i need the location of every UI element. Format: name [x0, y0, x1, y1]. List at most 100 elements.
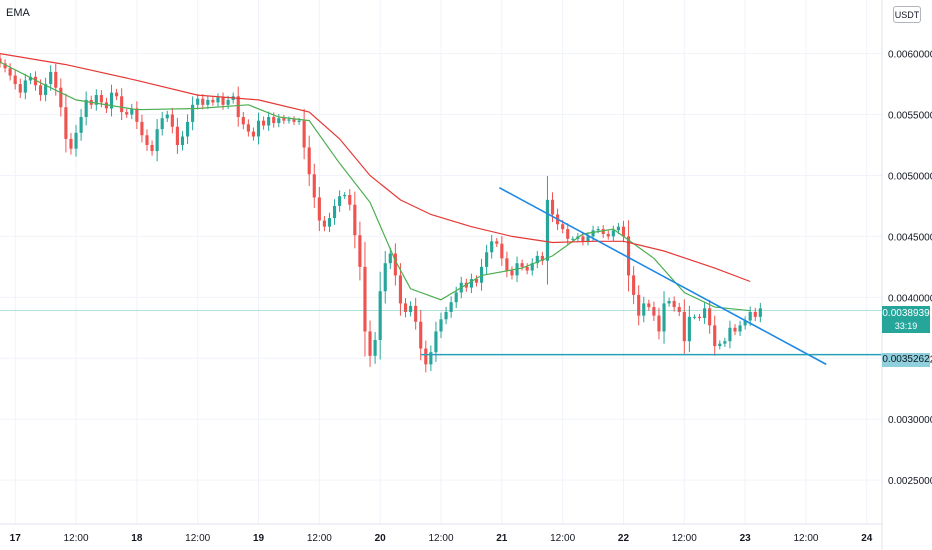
- candle-body: [196, 98, 200, 105]
- candle-body: [282, 118, 286, 121]
- y-tick-label: 0.0030000: [888, 415, 932, 426]
- y-tick-label: 0.0025000: [888, 476, 932, 487]
- candle-body: [145, 135, 149, 146]
- candle-body: [743, 320, 747, 326]
- support-level-tag: 0.0035262: [882, 353, 930, 367]
- candle-body: [530, 263, 534, 271]
- candle-body: [23, 80, 27, 93]
- candle-body: [713, 325, 717, 347]
- candle-body: [571, 238, 575, 240]
- candle-body: [449, 302, 453, 312]
- candle-body: [246, 124, 250, 132]
- x-tick-label: 20: [375, 533, 387, 544]
- candle-body: [596, 229, 600, 231]
- candle-body: [510, 270, 514, 276]
- indicator-legend-label[interactable]: EMA: [6, 7, 30, 19]
- candle-body: [44, 84, 48, 96]
- x-tick-label: 12:00: [64, 533, 89, 544]
- x-tick-label: 12:00: [550, 533, 575, 544]
- x-tick-label: 12:00: [672, 533, 697, 544]
- candle-body: [343, 194, 347, 197]
- candle-body: [667, 300, 671, 304]
- x-tick-label: 23: [740, 533, 752, 544]
- candle-body: [8, 68, 12, 76]
- candle-body: [429, 352, 433, 365]
- candle-body: [0, 58, 2, 64]
- candle-body: [758, 308, 762, 317]
- descending-trendline: [498, 186, 827, 366]
- candle-body: [64, 107, 68, 139]
- candle-body: [287, 119, 291, 121]
- candle-body: [682, 311, 686, 342]
- candle-body: [368, 331, 372, 356]
- candle-body: [307, 147, 311, 175]
- candle-body: [13, 75, 17, 85]
- time-scale[interactable]: 17 12:00 18 12:00 19 12:00 20 12:00 21 12:00 22 12:…: [10, 533, 873, 544]
- candle-body: [652, 307, 656, 316]
- candle-body: [251, 131, 256, 137]
- drawings[interactable]: [0, 186, 882, 366]
- candle-body: [662, 303, 666, 332]
- candle-body: [505, 258, 509, 271]
- candle-body: [191, 104, 195, 122]
- y-tick-label: 0.0050000: [888, 171, 932, 182]
- candle-body: [733, 327, 737, 332]
- x-tick-label: 12:00: [793, 533, 818, 544]
- x-tick-label: 24: [861, 533, 873, 544]
- candle-body: [424, 348, 428, 365]
- candle-body: [393, 253, 397, 276]
- candle-body: [363, 266, 367, 332]
- candle-body: [211, 99, 215, 103]
- candle-body: [120, 96, 124, 113]
- candle-body: [54, 71, 58, 88]
- candle-body: [292, 119, 296, 122]
- x-tick-label: 12:00: [307, 533, 332, 544]
- candle-body: [241, 116, 245, 125]
- candle-body: [185, 121, 190, 137]
- candle-body: [327, 218, 332, 227]
- candle-body: [439, 319, 443, 332]
- candle-body: [226, 99, 230, 105]
- candle-body: [99, 95, 103, 103]
- candle-body: [332, 205, 337, 219]
- candle-body: [677, 307, 681, 312]
- x-tick-label: 22: [618, 533, 630, 544]
- candle-body: [454, 292, 458, 303]
- candle-body: [444, 311, 448, 320]
- x-tick-label: 12:00: [428, 533, 453, 544]
- candle-countdown-tag: 33:19: [882, 320, 930, 333]
- candle-body: [140, 121, 144, 136]
- candle-body: [708, 308, 712, 326]
- candle-body: [748, 311, 752, 321]
- candle-body: [495, 241, 499, 244]
- candle-body: [104, 102, 109, 109]
- y-tick-label: 0.0045000: [888, 232, 932, 243]
- candle-body: [277, 118, 281, 124]
- quote-unit-button[interactable]: USDT: [893, 6, 921, 23]
- candle-body: [474, 279, 479, 283]
- candle-body: [535, 255, 539, 264]
- candle-body: [155, 129, 159, 152]
- x-tick-label: 12:00: [185, 533, 210, 544]
- candle-body: [69, 138, 73, 149]
- candle-body: [434, 331, 438, 353]
- price-scale[interactable]: 0.0060000 0.0055000 0.0050000 0.0045000 0.00…: [888, 50, 932, 488]
- candle-body: [135, 108, 139, 122]
- candle-body: [632, 275, 636, 295]
- candle-body: [586, 236, 590, 242]
- candle-body: [170, 114, 174, 127]
- candle-body: [206, 99, 210, 105]
- x-tick-label: 19: [253, 533, 265, 544]
- candle-body: [500, 243, 504, 259]
- candle-body: [414, 305, 418, 322]
- candle-body: [109, 92, 114, 109]
- candle-body: [687, 316, 691, 342]
- candle-body: [322, 220, 326, 227]
- candle-body: [637, 294, 641, 316]
- candle-body: [221, 97, 225, 105]
- candle-body: [520, 263, 524, 267]
- candle-body: [267, 116, 271, 126]
- current-price-tag: 0.0038939: [882, 306, 930, 321]
- candle-body: [79, 116, 83, 133]
